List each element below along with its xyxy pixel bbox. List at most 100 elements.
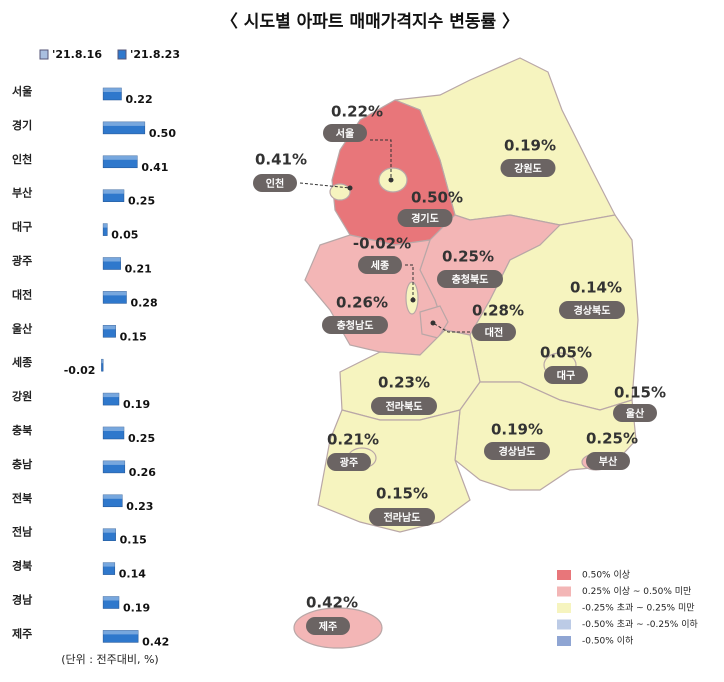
- bar: [102, 87, 122, 101]
- value-label: 0.19: [123, 602, 150, 615]
- map-legend-swatch: [557, 619, 571, 630]
- leader-line: [432, 322, 470, 333]
- bar-highlight: [103, 393, 119, 398]
- bar: [102, 189, 125, 202]
- bar: [102, 392, 120, 406]
- title: 〈 시도별 아파트 매매가격지수 변동률 〉: [221, 11, 519, 32]
- leader-line: [370, 139, 392, 180]
- bar-highlight: [103, 155, 138, 160]
- value-label: 0.23: [126, 500, 153, 513]
- bar-highlight: [103, 596, 119, 601]
- region-incheon: [329, 183, 351, 201]
- leader-line: [405, 264, 414, 300]
- leader-line: [299, 182, 351, 189]
- category-label: 충남: [12, 457, 32, 471]
- value-label: 0.05: [111, 229, 138, 242]
- bar: [102, 223, 108, 236]
- region-jeonnam: [317, 409, 471, 533]
- region-pill: [397, 209, 453, 227]
- bar-highlight: [103, 562, 115, 567]
- bar-highlight: [103, 223, 108, 228]
- region-label: 경상북도: [574, 304, 611, 317]
- value-label: 0.15: [120, 330, 147, 343]
- category-label: 서울: [12, 84, 32, 98]
- bar-highlight: [103, 460, 125, 465]
- region-pill: [559, 301, 625, 319]
- region-value: 0.42%: [306, 594, 358, 612]
- bar-highlight: [101, 359, 104, 364]
- region-label: 전라북도: [386, 400, 423, 413]
- category-label: 경기: [12, 118, 32, 132]
- region-value: 0.21%: [327, 431, 379, 449]
- category-label: 제주: [12, 626, 32, 640]
- region-value: 0.28%: [472, 302, 524, 320]
- region-label: 제주: [319, 620, 337, 633]
- region-value: 0.14%: [570, 279, 622, 297]
- region-pill: [358, 256, 402, 274]
- region-value: 0.15%: [614, 384, 666, 402]
- region-pill: [613, 404, 657, 422]
- map-legend-label: 0.50% 이상: [582, 570, 630, 581]
- bar: [102, 562, 116, 575]
- region-label: 충청북도: [452, 273, 489, 286]
- value-label: 0.21: [125, 263, 152, 276]
- region-value: 0.22%: [331, 103, 383, 121]
- region-pill: [472, 323, 516, 341]
- value-label: 0.26: [129, 466, 156, 479]
- region-value: 0.26%: [336, 294, 388, 312]
- region-value: 0.25%: [586, 430, 638, 448]
- value-label: 0.41: [141, 161, 168, 174]
- bar-highlight: [103, 121, 145, 126]
- region-label: 대전: [485, 326, 503, 339]
- region-pill: [544, 366, 588, 384]
- bar-highlight: [103, 325, 116, 330]
- category-label: 경북: [12, 559, 32, 573]
- region-label: 경상남도: [499, 445, 536, 458]
- value-label: 0.42: [142, 635, 169, 648]
- leader-dot: [410, 297, 416, 303]
- region-value: 0.19%: [491, 421, 543, 439]
- bar-highlight: [103, 427, 124, 431]
- map-legend-label: -0.50% 초과 ~ -0.25% 이하: [582, 619, 699, 630]
- bar-highlight: [103, 630, 139, 635]
- map-legend-swatch: [557, 636, 571, 646]
- region-pill: [322, 316, 388, 334]
- value-label: 0.28: [130, 296, 157, 309]
- bar: [102, 291, 127, 304]
- region-value: 0.05%: [540, 344, 592, 362]
- bar: [102, 257, 121, 270]
- legend-swatch: [39, 49, 49, 60]
- region-value: 0.15%: [376, 485, 428, 503]
- category-label: 경남: [12, 593, 32, 607]
- region-value: -0.02%: [353, 235, 411, 253]
- bar: [102, 494, 123, 508]
- category-label: 부산: [12, 186, 32, 200]
- region-value: 0.19%: [504, 137, 556, 155]
- unit-note: (단위 : 전주대비, %): [61, 653, 158, 666]
- region-label: 울산: [626, 407, 645, 420]
- value-label: 0.15: [120, 534, 147, 547]
- bar-highlight: [103, 88, 122, 92]
- region-value: 0.41%: [255, 151, 307, 169]
- map-legend-label: -0.25% 초과 ~ 0.25% 미만: [582, 603, 695, 614]
- map-legend-swatch: [557, 603, 571, 613]
- value-label: 0.14: [119, 568, 146, 581]
- region-label: 전라남도: [384, 511, 421, 524]
- bar: [102, 528, 116, 541]
- region-pill: [586, 452, 630, 470]
- value-label: 0.25: [128, 432, 155, 445]
- leader-dot: [347, 185, 353, 191]
- bar-highlight: [103, 257, 121, 262]
- value-label: -0.02: [64, 364, 96, 377]
- region-label: 충청남도: [337, 319, 374, 332]
- leader-dot: [430, 320, 436, 326]
- bar-highlight: [103, 189, 124, 194]
- legend-label: '21.8.23: [130, 48, 180, 61]
- region-pill: [323, 124, 367, 142]
- category-label: 세종: [12, 355, 32, 369]
- map-legend-swatch: [557, 586, 571, 597]
- region-label: 대구: [557, 369, 575, 382]
- bar: [102, 426, 125, 440]
- region-value: 0.23%: [378, 374, 430, 392]
- map-legend-swatch: [557, 570, 571, 580]
